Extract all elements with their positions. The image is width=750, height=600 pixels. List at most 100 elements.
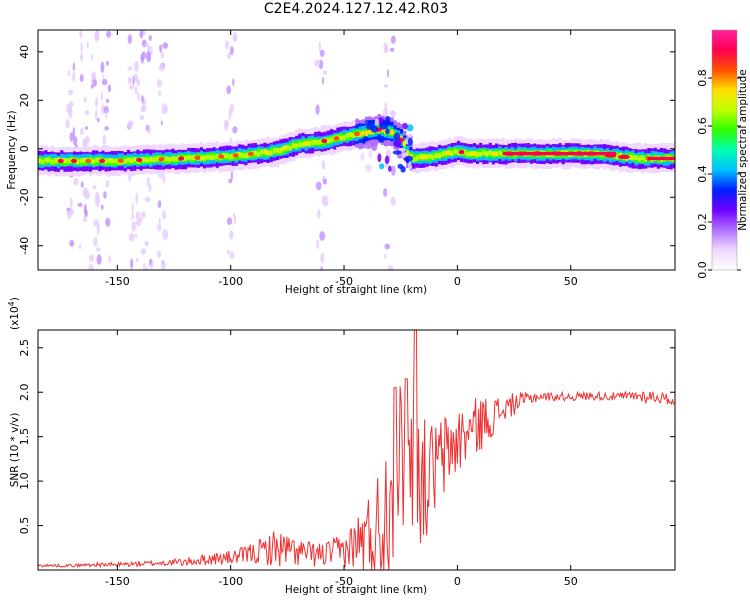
spectrogram-frame [37, 29, 676, 271]
snr-y-axis-label: SNR (10 * v/v) [9, 413, 21, 488]
spectrogram-ridge-cell [149, 156, 153, 162]
spectrogram-noise-blob [72, 127, 76, 139]
spectrogram-noise-blob [232, 78, 235, 87]
spectrogram-peak [458, 149, 465, 155]
spectrogram-noise-blob [128, 120, 134, 127]
spectrogram-turbulence-blob [407, 133, 413, 138]
spectrogram-noise-blob [73, 136, 78, 146]
spectrogram-peak [280, 146, 287, 152]
spectrogram-ridge-cell [358, 132, 362, 137]
spectrogram-noise-blob [103, 191, 107, 199]
spectrogram-noise-blob [80, 127, 84, 136]
spectrogram-ridge-cell [342, 135, 347, 140]
spectrogram-noise-blob [226, 217, 233, 226]
spectrogram-noise-blob [96, 254, 102, 265]
spectrogram-ridge-cell [107, 158, 112, 163]
spectrogram-ridge-cell [479, 151, 483, 157]
spectrogram-ridge-cell [307, 141, 312, 147]
spectrogram-ridge-cell [164, 156, 169, 162]
spectrogram-ridge-cell [215, 154, 220, 159]
spectrogram-noise-blob [95, 247, 101, 252]
spectrogram-ridge-cell [41, 159, 45, 165]
spectrogram-noise-blob [158, 91, 162, 96]
spectrogram-noise-blob [389, 110, 396, 116]
spectrogram-ridge-cell [111, 158, 115, 163]
spectrogram-noise-blob [131, 213, 135, 221]
spectrogram-noise-blob [95, 97, 98, 108]
spectrogram-peak [354, 131, 360, 137]
spectrogram-ridge-cell [244, 153, 248, 159]
spectrogram-noise-blob [156, 78, 162, 88]
spectrogram-ridge-cell [126, 157, 131, 163]
spectrogram-ridge-cell [241, 153, 245, 158]
y-tick-label: 40 [18, 45, 31, 59]
spectrogram-ridge-cell [291, 143, 296, 148]
spectrogram-noise-blob [127, 34, 132, 44]
spectrogram-noise-blob [387, 69, 390, 78]
spectrogram-noise-blob [68, 101, 74, 108]
spectrogram-ridge-cell [171, 156, 175, 162]
spectrogram-noise-blob [316, 238, 320, 250]
colorbar-scale [711, 29, 738, 271]
spectrogram-peak [117, 158, 124, 163]
spectrogram-noise-blob [317, 209, 321, 219]
spectrogram-noise-blob [321, 160, 325, 170]
spectrogram-noise-blob [383, 83, 389, 88]
spectrogram-noise-blob [101, 102, 104, 115]
spectrogram-noise-blob [83, 215, 87, 223]
spectrogram-noise-blob [105, 98, 110, 103]
x-tick-label: 50 [564, 275, 578, 288]
x-tick-label: -50 [335, 575, 353, 588]
spectrogram-turbulence-blob [384, 155, 390, 165]
spectrogram-noise-blob [93, 236, 98, 247]
spectrogram-ridge-cell [628, 155, 632, 160]
spectrogram-noise-blob [84, 190, 91, 200]
spectrogram-noise-blob [69, 239, 75, 247]
spectrogram-noise-blob [140, 211, 146, 218]
spectrogram-noise-blob [224, 119, 229, 131]
spectrogram-noise-blob [315, 104, 320, 115]
spectrogram-noise-blob [85, 126, 89, 130]
spectrogram-ridge-cell [155, 156, 159, 162]
spectrogram-noise-blob [158, 173, 164, 179]
spectrogram-noise-blob [86, 41, 89, 49]
spectrogram-peak [618, 154, 630, 160]
spectrogram-noise-blob [390, 35, 396, 44]
spectrogram-noise-blob [101, 78, 108, 86]
y-tick-label: -20 [18, 188, 31, 206]
spectrogram-noise-blob [229, 103, 234, 114]
spectrogram-noise-blob [226, 85, 231, 95]
y-tick-label: 0 [18, 145, 31, 152]
spectrogram-ridge-cell [361, 130, 366, 136]
spectrogram-noise-blob [92, 184, 97, 190]
spectrogram-peak [491, 151, 498, 156]
spectrogram-y-axis: -40 -20 0 20 40 [18, 45, 675, 255]
spectrogram-noise-blob [389, 47, 395, 52]
spectrogram-ridge-cell [66, 158, 70, 164]
spectrogram-noise-blob [134, 233, 138, 238]
spectrogram-noise-blob [129, 84, 135, 90]
spectrogram-ridge-cell [485, 151, 489, 157]
spectrogram-noise-blob [146, 50, 151, 63]
spectrogram-ridge-cell [174, 156, 178, 162]
spectrogram-noise-blob [80, 181, 84, 188]
spectrogram-ridge-cell [228, 154, 232, 160]
spectrogram-ridge-cell [476, 152, 480, 157]
page-title: C2E4.2024.127.12.42.R03 [263, 1, 449, 17]
spectrogram-ridge-cell [203, 155, 207, 161]
spectrogram-noise-blob [83, 203, 87, 215]
spectrogram-ridge-cell [317, 140, 321, 145]
spectrogram-noise-blob [232, 126, 238, 134]
spectrogram-turbulence-blob [364, 120, 374, 123]
spectrogram-noise-blob [384, 101, 388, 111]
spectrogram-noise-blob [227, 52, 232, 60]
spectrogram-peak [263, 150, 270, 155]
spectrogram-x-axis: -150 -100 -50 0 50 [105, 30, 578, 288]
spectrogram-ridge-cell [368, 129, 372, 135]
spectrogram-noise-blob [69, 197, 73, 208]
spectrogram-noise-blob [385, 45, 388, 54]
y-tick-label: 1.5 [18, 428, 31, 446]
spectrogram-noise-blob [78, 244, 82, 250]
spectrogram-ridge-cell [257, 151, 261, 157]
spectrogram-noise-blob [102, 73, 105, 80]
